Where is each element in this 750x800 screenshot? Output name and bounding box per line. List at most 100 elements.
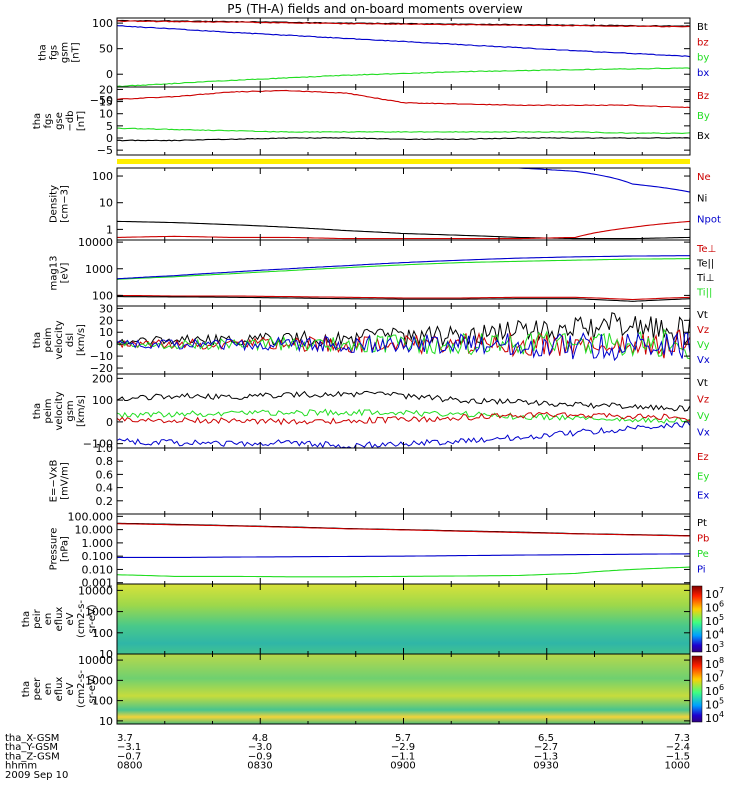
- y-tick-label: 1000: [85, 263, 113, 276]
- y-tick-label: 0.4: [96, 482, 114, 495]
- series-pressure-Pe: [116, 566, 691, 578]
- legend-entry: By: [697, 111, 710, 122]
- legend-entry: Pt: [697, 518, 707, 529]
- series-peim-dsl-Vx: [116, 331, 691, 362]
- colorbar-label: 106: [705, 600, 724, 615]
- legend-entry: Vt: [697, 310, 708, 321]
- legend-entry: Vz: [697, 325, 709, 336]
- colorbar-label: 105: [705, 697, 724, 712]
- orbit-value: −2.9: [391, 742, 415, 753]
- series-peim-gsm-Vy: [116, 408, 691, 424]
- series-pressure-Pi: [117, 553, 690, 558]
- y-tick-label: 1000: [85, 606, 113, 619]
- orbit-value: 0930: [533, 761, 558, 772]
- y-tick-label: 0.8: [96, 455, 114, 468]
- y-axis-label: E=−VxB: [49, 460, 60, 503]
- legend-entry: Ey: [697, 471, 709, 482]
- panel-fgs-gsm: 100 50 0 −50 tha fgs gsm [nT] Bt bz by bx: [38, 17, 710, 107]
- panel-temperature: 10000 1000 100 mag13 [eV] Te⊥ Te|| Ti⊥ Ti||: [49, 236, 716, 307]
- panel-frame: [116, 167, 691, 241]
- panel-frame: [116, 86, 691, 156]
- y-axis-label: tha: [32, 403, 43, 419]
- panel-frame: [116, 447, 691, 515]
- orbit-value: 6.5: [538, 733, 554, 744]
- legend-entry: Ez: [697, 452, 709, 463]
- legend-entry: Ex: [697, 491, 709, 502]
- y-tick-label: 1000: [85, 674, 113, 687]
- legend-entry: Bt: [697, 22, 708, 33]
- series-temperature-Te: [117, 294, 691, 301]
- spectrogram-peer: [117, 654, 690, 724]
- y-axis-label: (cm2-s-: [76, 600, 87, 638]
- y-tick-label: 1.000: [82, 537, 114, 550]
- legend-entry: Ti⊥: [696, 273, 714, 284]
- y-tick-label: 10: [99, 108, 113, 121]
- y-axis-label: velocity: [54, 320, 65, 359]
- y-axis-label: tha: [32, 113, 43, 129]
- orbit-value: 3.7: [117, 733, 133, 744]
- panel-density: 100 10 1 Density [cm−3] Ne Ni Npot: [49, 167, 721, 241]
- series-temperature-Te: [117, 296, 691, 302]
- y-tick-label: 0: [106, 416, 113, 429]
- y-axis-label: tha: [38, 44, 49, 60]
- legend-entry: Ti||: [696, 288, 712, 299]
- y-axis-label: dsl: [65, 333, 76, 347]
- legend-entry: Pe: [697, 549, 709, 560]
- y-tick-label: 10000: [78, 584, 113, 597]
- y-axis-label: en: [43, 683, 54, 696]
- colorbar-peer: [691, 655, 703, 723]
- y-tick-label: 0.010: [82, 563, 114, 576]
- series-fgs-gse-By: [116, 127, 691, 135]
- y-axis-label: [eV]: [60, 263, 71, 284]
- colorbar-label: 104: [705, 627, 724, 642]
- y-tick-label: −100: [83, 438, 113, 451]
- y-axis-label: eV: [65, 682, 76, 695]
- y-tick-label: 200: [92, 372, 113, 385]
- legend-entry: Vx: [697, 428, 710, 439]
- colorbar-label: 104: [705, 710, 724, 725]
- y-axis-label: [nT]: [76, 111, 87, 131]
- legend-entry: Ne: [697, 172, 711, 183]
- legend-entry: Vz: [697, 395, 709, 406]
- y-tick-label: 0: [106, 132, 113, 145]
- y-axis-label: gse: [54, 112, 65, 130]
- legend-entry: Pb: [697, 534, 709, 545]
- orbit-value: 0900: [390, 761, 415, 772]
- orbit-label: tha_Y-GSM: [5, 742, 58, 753]
- orbit-value: 4.8: [252, 733, 268, 744]
- legend-entry: Bx: [697, 131, 710, 142]
- y-tick-label: 10000: [78, 654, 113, 667]
- y-tick-label: 0: [106, 338, 113, 351]
- legend-entry: Ni: [697, 193, 707, 204]
- y-tick-label: 20: [99, 314, 113, 327]
- y-axis-label: [nPa]: [60, 536, 71, 562]
- series-peim-gsm-Vt: [116, 390, 691, 412]
- orbit-label: tha_X-GSM: [5, 733, 59, 744]
- orbit-value: −3.1: [117, 742, 141, 753]
- panel-frame: [116, 17, 691, 88]
- y-axis-label: peer: [32, 677, 43, 701]
- y-axis-label: eV: [65, 612, 76, 625]
- y-axis-label: tha: [21, 611, 32, 627]
- legend-entry: Vy: [697, 411, 710, 422]
- orbit-date: 2009 Sep 10: [5, 770, 68, 781]
- y-axis-label: fgs: [49, 45, 60, 60]
- y-tick-label: 0.6: [96, 468, 114, 481]
- series-pressure-Pb: [117, 523, 691, 537]
- y-tick-label: 100: [92, 17, 113, 30]
- series-temperature-Ti: [116, 258, 690, 280]
- orbit-value: 7.3: [674, 733, 690, 744]
- y-axis-label: eflux: [54, 677, 65, 702]
- orbit-value: −1.5: [666, 751, 690, 762]
- orbit-value: −1.1: [391, 751, 415, 762]
- y-axis-label: Density: [49, 185, 60, 223]
- y-tick-label: −50: [90, 94, 113, 107]
- chart-title: P5 (TH-A) fields and on-board moments ov…: [227, 2, 523, 16]
- y-tick-label: −10: [90, 350, 113, 363]
- y-tick-label: 100: [92, 394, 113, 407]
- series-fgs-gse-Bx: [116, 137, 691, 142]
- orbit-value: 0800: [117, 761, 142, 772]
- orbit-value: −0.7: [117, 751, 141, 762]
